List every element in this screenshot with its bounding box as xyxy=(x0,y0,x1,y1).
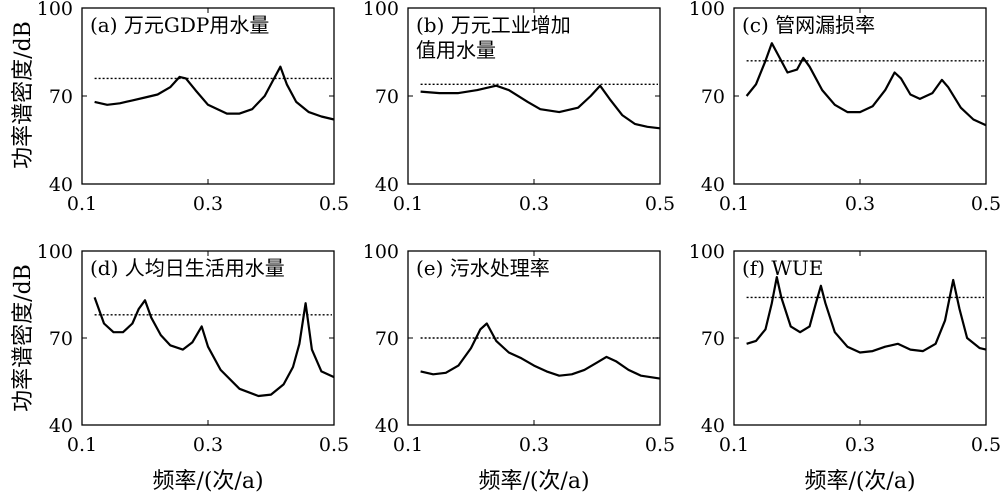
spectrum-line xyxy=(420,322,661,380)
x-tick-label: 0.1 xyxy=(393,434,423,456)
panel-e: 0.1 0.3 0.5 40 70 100 (e) 污水处理率 xyxy=(363,241,675,456)
y-tick-label: 70 xyxy=(701,328,725,350)
x-tick-label: 0.3 xyxy=(845,193,875,215)
panel-label: (e) 污水处理率 xyxy=(416,256,550,280)
y-tick-label: 40 xyxy=(701,415,725,437)
x-axis-label-right: 频率/(次/a) xyxy=(804,469,915,494)
panel-label: (f) WUE xyxy=(742,256,823,280)
x-tick-label: 0.3 xyxy=(519,193,549,215)
panel-a: 0.1 0.3 0.5 40 70 100 (a) 万元GDP用水量 xyxy=(37,0,349,215)
panel-f: 0.1 0.3 0.5 40 70 100 (f) WUE xyxy=(689,241,1000,456)
x-tick-label: 0.5 xyxy=(971,434,1000,456)
x-tick-label: 0.1 xyxy=(719,434,749,456)
y-tick-label: 100 xyxy=(689,241,725,263)
panel-label: 值用水量 xyxy=(416,38,496,62)
panels: 0.1 0.3 0.5 40 70 100 (a) 万元GDP用水量 0.1 0.3 0.5 40 7… xyxy=(37,0,1000,456)
y-tick-label: 70 xyxy=(49,86,73,108)
x-tick-label: 0.3 xyxy=(519,434,549,456)
x-tick-label: 0.1 xyxy=(67,434,97,456)
y-tick-label: 70 xyxy=(375,328,399,350)
panel-c: 0.1 0.3 0.5 40 70 100 (c) 管网漏损率 xyxy=(689,0,1000,215)
y-tick-label: 100 xyxy=(689,0,725,20)
y-tick-label: 40 xyxy=(49,174,73,196)
y-axis-label-bottom: 功率谱密度/dB xyxy=(11,264,36,412)
x-tick-label: 0.1 xyxy=(393,193,423,215)
x-tick-label: 0.3 xyxy=(193,434,223,456)
spectrum-line xyxy=(93,297,335,398)
y-tick-label: 100 xyxy=(363,241,399,263)
x-tick-label: 0.5 xyxy=(971,193,1000,215)
x-tick-label: 0.5 xyxy=(645,434,675,456)
panel-label: (c) 管网漏损率 xyxy=(742,13,875,37)
panel-label: (b) 万元工业增加 xyxy=(416,13,571,37)
x-tick-label: 0.5 xyxy=(319,434,349,456)
y-tick-label: 40 xyxy=(375,174,399,196)
panel-label: (d) 人均日生活用水量 xyxy=(90,256,285,280)
panel-d: 0.1 0.3 0.5 40 70 100 (d) 人均日生活用水量 xyxy=(37,241,349,456)
x-tick-label: 0.5 xyxy=(319,193,349,215)
x-axis-label-middle: 频率/(次/a) xyxy=(478,469,589,494)
x-tick-label: 0.5 xyxy=(645,193,675,215)
x-tick-label: 0.3 xyxy=(193,193,223,215)
x-axis-label-left: 频率/(次/a) xyxy=(152,469,263,494)
panel-label: (a) 万元GDP用水量 xyxy=(90,13,269,37)
y-tick-label: 70 xyxy=(701,86,725,108)
y-tick-label: 100 xyxy=(363,0,399,20)
y-tick-label: 100 xyxy=(37,0,73,20)
x-tick-label: 0.1 xyxy=(719,193,749,215)
y-tick-label: 40 xyxy=(701,174,725,196)
x-tick-label: 0.3 xyxy=(845,434,875,456)
y-tick-label: 100 xyxy=(37,241,73,263)
y-axis-label-top: 功率谱密度/dB xyxy=(11,21,36,169)
spectrum-line xyxy=(746,276,987,354)
y-tick-label: 70 xyxy=(375,86,399,108)
spectrum-line xyxy=(94,65,335,121)
y-tick-label: 70 xyxy=(49,328,73,350)
spectrum-line xyxy=(745,42,987,127)
y-tick-label: 40 xyxy=(49,415,73,437)
x-tick-label: 0.1 xyxy=(67,193,97,215)
y-tick-label: 40 xyxy=(375,415,399,437)
spectrum-line xyxy=(420,84,661,130)
